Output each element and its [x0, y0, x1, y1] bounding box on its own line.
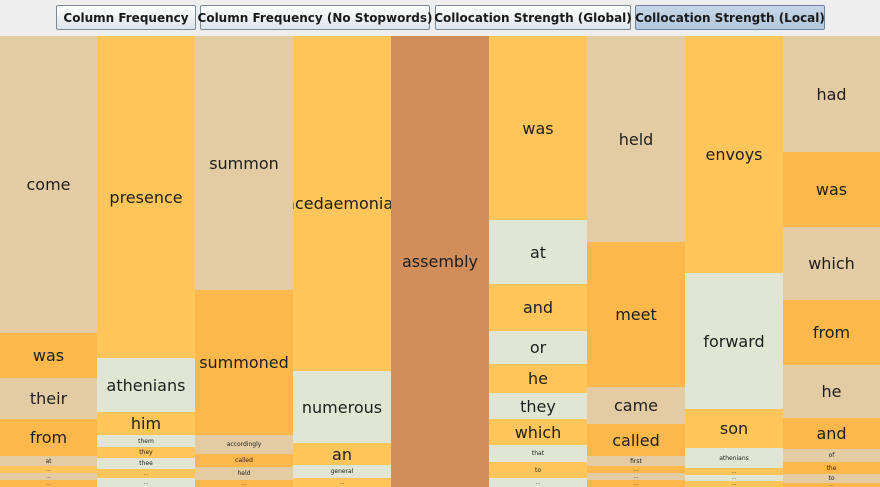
word-cell[interactable]: ...	[0, 466, 97, 473]
word-cell[interactable]: which	[489, 419, 587, 445]
word-cell[interactable]: ...	[293, 478, 391, 487]
collocation-strength-local-button[interactable]: Collocation Strength (Local)	[635, 5, 825, 30]
word-cell[interactable]: envoys	[685, 36, 783, 273]
word-cell[interactable]: at	[0, 456, 97, 466]
word-column-5: assembly	[391, 36, 489, 487]
word-cell[interactable]: thee	[97, 458, 195, 469]
word-cell[interactable]: held	[195, 467, 293, 480]
word-cell[interactable]: accordingly	[195, 435, 293, 454]
word-cell[interactable]: ...	[97, 478, 195, 487]
word-cell[interactable]: him	[97, 412, 195, 435]
word-cell[interactable]: numerous	[293, 371, 391, 443]
collocation-strength-global-button[interactable]: Collocation Strength (Global)	[434, 5, 632, 30]
word-cell[interactable]: held	[587, 36, 685, 242]
word-column-7: held meet came called first.........	[587, 36, 685, 487]
word-cell[interactable]: was	[489, 36, 587, 220]
word-column-3: summon summoned accordingly called held...	[195, 36, 293, 487]
column-frequency-button[interactable]: Column Frequency	[56, 5, 196, 30]
word-cell[interactable]: or	[489, 331, 587, 364]
word-cell[interactable]: lacedaemonian	[293, 36, 391, 371]
word-cell[interactable]: ...	[783, 483, 880, 487]
word-cell[interactable]: from	[0, 419, 97, 456]
word-column-1: come was their from at.........	[0, 36, 97, 487]
word-cell[interactable]: which	[783, 227, 880, 300]
word-cell[interactable]: ...	[195, 480, 293, 487]
word-cell[interactable]: he	[489, 364, 587, 393]
word-cell[interactable]: ...	[685, 475, 783, 481]
word-column-9: had was which from he and of the to...	[783, 36, 880, 487]
word-cell[interactable]: them	[97, 435, 195, 447]
word-cell[interactable]: athenians	[97, 358, 195, 412]
word-column-8: envoys forward son athenians.........	[685, 36, 783, 487]
word-cell[interactable]: ...	[587, 480, 685, 487]
word-cell[interactable]: to	[489, 462, 587, 478]
word-cell[interactable]: he	[783, 365, 880, 418]
word-cell[interactable]: from	[783, 300, 880, 365]
word-cell[interactable]: general	[293, 465, 391, 478]
word-cell[interactable]: their	[0, 378, 97, 419]
word-cell[interactable]: and	[489, 284, 587, 331]
word-cell[interactable]: at	[489, 220, 587, 284]
word-cell[interactable]: called	[587, 424, 685, 456]
word-cell[interactable]: that	[489, 445, 587, 462]
word-column-4: lacedaemoniannumerousangeneral...	[293, 36, 391, 487]
word-cell[interactable]: summoned	[195, 290, 293, 435]
word-cell[interactable]: to	[783, 474, 880, 483]
word-cell[interactable]: an	[293, 443, 391, 465]
word-column-2: presence athenians him them they thee......	[97, 36, 195, 487]
word-cell[interactable]: called	[195, 454, 293, 467]
word-cell[interactable]: meet	[587, 242, 685, 387]
pivot-word-cell[interactable]: assembly	[391, 36, 489, 487]
word-cell[interactable]: came	[587, 387, 685, 424]
word-cell[interactable]: ...	[587, 466, 685, 473]
word-column-6: was at and or he they which that to...	[489, 36, 587, 487]
word-tree-visualization: come was their from at......... presence athen…	[0, 36, 880, 487]
word-cell[interactable]: and	[783, 418, 880, 449]
word-cell[interactable]: they	[489, 393, 587, 419]
word-cell[interactable]: ...	[97, 469, 195, 478]
word-cell[interactable]: was	[783, 152, 880, 227]
word-cell[interactable]: first	[587, 456, 685, 466]
word-cell[interactable]: of	[783, 449, 880, 462]
word-cell[interactable]: athenians	[685, 448, 783, 468]
word-cell[interactable]: ...	[685, 481, 783, 487]
word-cell[interactable]: presence	[97, 36, 195, 358]
word-cell[interactable]: ...	[0, 480, 97, 487]
word-cell[interactable]: had	[783, 36, 880, 152]
word-cell[interactable]: was	[0, 333, 97, 378]
word-cell[interactable]: ...	[489, 478, 587, 487]
word-cell[interactable]: come	[0, 36, 97, 333]
word-cell[interactable]: ...	[587, 473, 685, 480]
word-cell[interactable]: the	[783, 462, 880, 474]
word-cell[interactable]: ...	[0, 473, 97, 480]
word-cell[interactable]: they	[97, 447, 195, 458]
word-cell[interactable]: son	[685, 409, 783, 448]
toolbar: Column Frequency Column Frequency (No St…	[0, 0, 880, 36]
column-frequency-no-stopwords-button[interactable]: Column Frequency (No Stopwords)	[198, 5, 433, 30]
word-cell[interactable]: forward	[685, 273, 783, 409]
word-cell[interactable]: summon	[195, 36, 293, 290]
word-cell[interactable]: ...	[685, 468, 783, 475]
